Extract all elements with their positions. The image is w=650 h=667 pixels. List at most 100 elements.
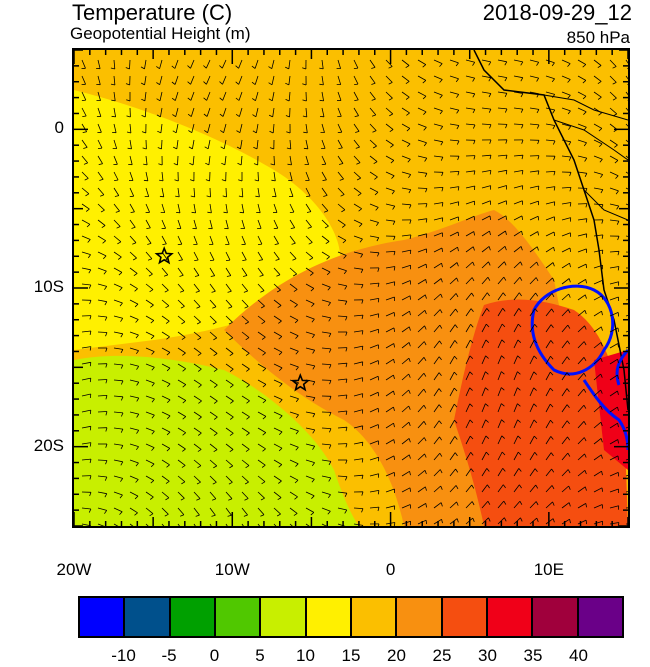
wind-barb (625, 299, 628, 301)
wind-barb-flag (212, 321, 217, 325)
wind-barb (177, 283, 185, 292)
wind-barb-flag (150, 304, 154, 308)
wind-barb (305, 235, 313, 243)
wind-barb (465, 419, 471, 429)
wind-barb-flag (471, 277, 475, 282)
wind-barb-flag (182, 400, 187, 404)
wind-barb-flag (393, 374, 395, 380)
wind-barb-flag (293, 273, 297, 277)
wind-barb (321, 475, 331, 479)
wind-barb (497, 419, 502, 429)
wind-barb-flag (238, 179, 243, 182)
wind-barb (224, 155, 227, 165)
wind-barb-flag (229, 416, 234, 420)
wind-barb (465, 339, 471, 349)
wind-barb (593, 295, 603, 301)
wind-barb-flag (89, 346, 92, 351)
wind-barb (113, 331, 123, 335)
wind-barb (593, 264, 603, 269)
wind-barb-flag (303, 147, 308, 150)
wind-barb-flag (159, 195, 164, 198)
wind-barb-flag (551, 308, 555, 313)
wind-barb (417, 91, 427, 97)
colorbar-swatch (533, 598, 579, 636)
wind-barb (401, 438, 410, 445)
wind-barb (145, 235, 152, 244)
wind-barb (225, 187, 227, 198)
wind-barb-flag (454, 419, 458, 424)
wind-barb (577, 218, 587, 221)
wind-barb-flag (601, 204, 604, 209)
wind-barb (561, 232, 571, 237)
wind-barb-flag (469, 419, 474, 424)
wind-barb (417, 469, 426, 477)
wind-barb-flag (486, 308, 490, 312)
wind-barb (497, 75, 507, 78)
wind-barb-flag (553, 171, 556, 176)
wind-barb (545, 420, 551, 429)
wind-barb (625, 107, 628, 112)
wind-barb (353, 345, 363, 349)
wind-barb-flag (424, 294, 427, 299)
wind-barb-flag (261, 336, 266, 340)
wind-barb-flag (360, 269, 364, 274)
wind-barb-flag (225, 259, 231, 261)
wind-barb-flag (246, 384, 250, 388)
wind-barb-flag (104, 510, 108, 514)
wind-barb-flag (424, 470, 427, 475)
wind-barb-flag (104, 476, 108, 481)
wind-barb-flag (253, 163, 258, 166)
wind-barb (433, 309, 441, 317)
wind-barb (239, 107, 243, 117)
wind-barb (561, 356, 568, 365)
wind-barb-flag (213, 416, 218, 420)
wind-barb (433, 372, 440, 381)
wind-barb-flag (260, 497, 265, 501)
wind-barb-flag (328, 333, 332, 338)
wind-barb-flag (600, 454, 603, 459)
wind-barb (177, 299, 185, 307)
wind-barb (145, 219, 151, 229)
wind-barb (81, 458, 92, 461)
wind-barb (625, 171, 628, 174)
wind-barb (577, 486, 586, 493)
wind-barb-flag (617, 374, 619, 379)
wind-barb (481, 123, 492, 125)
wind-barb (272, 123, 275, 134)
wind-barb (369, 155, 378, 162)
wind-barb (401, 75, 410, 82)
wind-barb (206, 75, 211, 85)
wind-barb-flag (212, 498, 217, 501)
wind-barb (593, 326, 602, 333)
wind-barb (545, 107, 555, 111)
wind-barb (321, 171, 327, 180)
wind-barb-flag (165, 497, 170, 501)
wind-barb-flag (235, 65, 239, 69)
wind-barb-flag (521, 215, 523, 220)
wind-barb-flag (345, 394, 348, 399)
wind-barb-flag (504, 77, 508, 82)
wind-barb-flag (409, 487, 411, 492)
wind-barb-flag (489, 139, 492, 144)
wind-barb-flag (457, 186, 460, 191)
wind-barb (465, 501, 473, 509)
wind-barb-flag (568, 278, 571, 283)
wind-barb-flag (519, 277, 523, 281)
wind-barb-flag (115, 210, 120, 213)
wind-barb (159, 91, 163, 101)
wind-barb (144, 59, 147, 69)
wind-barb (401, 280, 411, 285)
wind-barb (529, 59, 539, 63)
wind-barb (529, 468, 536, 477)
wind-barb-flag (533, 403, 537, 407)
wind-barb-flag (388, 66, 393, 69)
wind-barb-flag (440, 278, 443, 283)
wind-barb (513, 75, 523, 79)
wind-barb-flag (268, 114, 273, 118)
wind-barb (190, 59, 195, 69)
wind-barb-flag (270, 163, 275, 166)
wind-barb (577, 357, 585, 365)
wind-barb-flag (470, 468, 474, 473)
wind-barb (577, 279, 586, 285)
wind-barb-flag (156, 82, 160, 86)
